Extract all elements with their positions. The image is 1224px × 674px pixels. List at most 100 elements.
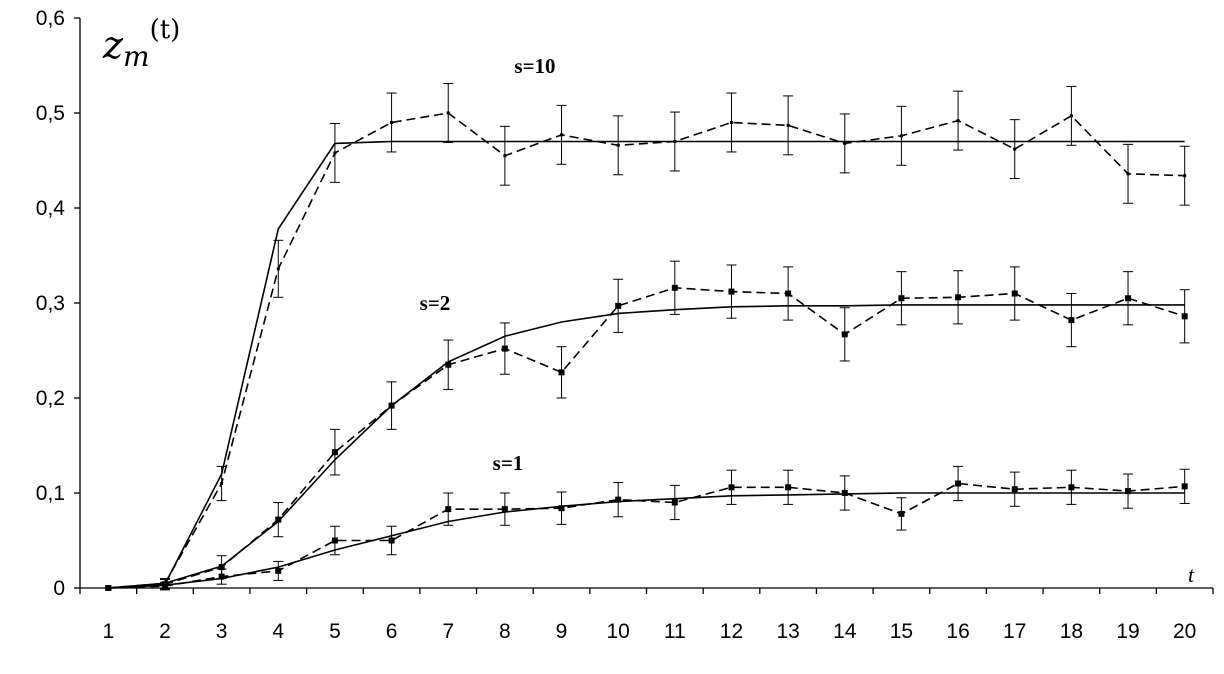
data-point <box>446 111 450 115</box>
simulation-line <box>108 286 1185 589</box>
data-point <box>899 134 903 138</box>
data-point <box>445 506 452 513</box>
y-tick-label: 0,3 <box>36 292 65 315</box>
series-s10: s=10 <box>106 54 1190 590</box>
data-point <box>956 119 960 123</box>
x-tick-label: 17 <box>1003 620 1026 643</box>
plot-area: s=10 s=2 s=1 <box>105 54 1190 591</box>
y-tick-label: 0 <box>53 577 65 600</box>
x-tick-label: 11 <box>664 620 686 643</box>
x-tick-label: 18 <box>1060 620 1083 643</box>
data-point <box>841 331 848 338</box>
x-axis-label: t <box>1188 562 1195 587</box>
data-point <box>501 506 508 513</box>
data-point <box>1125 488 1132 495</box>
y-tick-label: 0,1 <box>36 482 65 505</box>
data-point <box>1125 295 1132 302</box>
data-point <box>955 294 962 301</box>
data-point <box>218 564 225 571</box>
data-point <box>898 295 905 302</box>
data-point <box>898 510 905 517</box>
data-point <box>1011 290 1018 297</box>
data-point <box>1011 486 1018 493</box>
data-point <box>671 284 678 291</box>
data-point <box>786 123 790 127</box>
data-point <box>955 480 962 487</box>
simulation-line <box>108 112 1185 589</box>
axes <box>74 17 1214 594</box>
series-s1: s=1 <box>105 451 1190 591</box>
data-point <box>560 133 564 137</box>
y-tick-label: 0,2 <box>36 387 65 410</box>
y-tick-label: 0,4 <box>36 197 66 220</box>
data-point <box>673 140 677 143</box>
data-point <box>615 496 622 503</box>
theory-line <box>108 492 1185 589</box>
x-tick-label: 5 <box>329 620 341 643</box>
data-point <box>558 505 565 512</box>
data-point <box>785 290 792 297</box>
data-point <box>275 567 282 574</box>
data-point <box>275 516 282 523</box>
tick-labels: 00,10,20,30,40,50,61 2 3 4 5 6 7 8 9 10 11 12 13 14 15… <box>36 7 1197 643</box>
data-point <box>1181 483 1188 490</box>
y-tick-label: 0,6 <box>36 7 65 30</box>
x-tick-label: 10 <box>606 620 629 643</box>
data-point <box>785 484 792 491</box>
series-label: s=10 <box>514 54 555 78</box>
data-point <box>1126 172 1130 176</box>
x-tick-label: 6 <box>386 620 398 643</box>
x-tick-label: 7 <box>442 620 454 643</box>
data-point <box>1181 313 1188 320</box>
data-point <box>388 402 395 409</box>
data-point <box>558 369 565 376</box>
series-label: s=2 <box>420 291 451 315</box>
x-tick-label: 1 <box>102 620 114 643</box>
y-tick-label: 0,5 <box>36 102 65 125</box>
data-point <box>220 482 224 485</box>
data-point <box>728 484 735 491</box>
data-point <box>388 537 395 544</box>
data-point <box>331 449 338 456</box>
data-point <box>276 267 280 271</box>
x-tick-label: 12 <box>720 620 743 643</box>
x-tick-label: 15 <box>890 620 913 643</box>
data-point <box>501 345 508 352</box>
data-point <box>1069 114 1073 118</box>
data-point <box>729 121 733 124</box>
data-point <box>333 151 337 155</box>
x-tick-label: 8 <box>499 620 511 643</box>
data-point <box>218 573 225 580</box>
x-tick-label: 14 <box>833 620 857 643</box>
theory-line <box>108 140 1185 589</box>
simulation-line <box>108 482 1185 589</box>
series-s2: s=2 <box>105 260 1190 591</box>
data-point <box>841 490 848 496</box>
x-tick-label: 2 <box>159 620 171 643</box>
data-point <box>728 288 735 295</box>
data-point <box>445 361 452 368</box>
y-axis-label: zm(t) <box>102 15 180 73</box>
y-axis-label-main: z <box>102 23 124 67</box>
data-point <box>1068 484 1075 491</box>
x-tick-label: 4 <box>272 620 284 643</box>
data-point <box>843 141 847 145</box>
data-point <box>503 154 507 158</box>
data-point <box>1183 174 1187 178</box>
data-point <box>671 499 678 506</box>
x-tick-label: 9 <box>556 620 568 643</box>
data-point <box>1013 147 1017 151</box>
x-tick-label: 3 <box>216 620 228 643</box>
data-point <box>105 585 112 591</box>
data-point <box>331 537 338 544</box>
theory-line <box>108 304 1185 589</box>
data-point <box>616 143 620 147</box>
y-axis-label-sup: (t) <box>150 15 181 45</box>
data-point <box>1068 317 1075 324</box>
data-point <box>161 583 168 590</box>
x-tick-label: 13 <box>776 620 799 643</box>
x-tick-label: 19 <box>1116 620 1139 643</box>
y-axis-label-sub: m <box>123 40 150 73</box>
series-label: s=1 <box>493 451 524 475</box>
